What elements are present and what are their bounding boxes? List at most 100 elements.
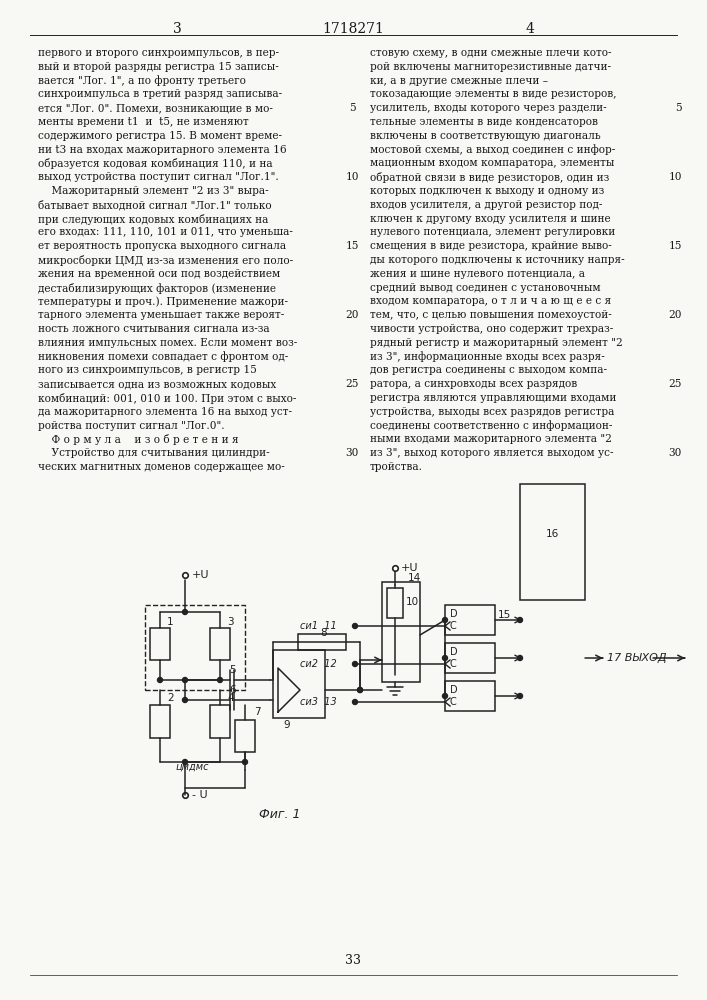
Bar (520, 484, 585, 600)
Text: ратора, а синхровходы всех разрядов: ратора, а синхровходы всех разрядов (370, 379, 577, 389)
Circle shape (182, 698, 187, 702)
Text: из 3", информационные входы всех разря-: из 3", информационные входы всех разря- (370, 352, 604, 362)
Text: 15: 15 (669, 241, 682, 251)
Text: 25: 25 (669, 379, 682, 389)
Text: да мажоритарного элемента 16 на выход уст-: да мажоритарного элемента 16 на выход ус… (38, 407, 292, 417)
Circle shape (182, 678, 187, 682)
Bar (382, 582, 420, 682)
Circle shape (243, 760, 247, 764)
Text: тем, что, с целью повышения помехоустой-: тем, что, с целью повышения помехоустой- (370, 310, 612, 320)
Text: жения и шине нулевого потенциала, а: жения и шине нулевого потенциала, а (370, 269, 585, 279)
Bar (273, 650, 325, 718)
Text: +U: +U (192, 570, 209, 580)
Text: комбинаций: 001, 010 и 100. При этом с выхо-: комбинаций: 001, 010 и 100. При этом с в… (38, 393, 296, 404)
Text: Мажоритарный элемент "2 из 3" выра-: Мажоритарный элемент "2 из 3" выра- (38, 186, 269, 196)
Circle shape (353, 624, 358, 629)
Text: 7: 7 (254, 707, 261, 717)
Text: 4: 4 (525, 22, 534, 36)
Circle shape (218, 678, 223, 682)
Text: - U: - U (192, 790, 208, 800)
Bar (387, 588, 403, 618)
Text: 30: 30 (345, 448, 358, 458)
Text: дов регистра соединены с выходом компа-: дов регистра соединены с выходом компа- (370, 365, 607, 375)
Text: 10: 10 (406, 597, 419, 607)
Circle shape (358, 688, 363, 692)
Text: входов усилителя, а другой резистор под-: входов усилителя, а другой резистор под- (370, 200, 602, 210)
Circle shape (182, 609, 187, 614)
Text: Устройство для считывания цилиндри-: Устройство для считывания цилиндри- (38, 448, 269, 458)
Text: устройства, выходы всех разрядов регистра: устройства, выходы всех разрядов регистр… (370, 407, 614, 417)
Text: обратной связи в виде резисторов, один из: обратной связи в виде резисторов, один и… (370, 172, 609, 183)
Circle shape (518, 694, 522, 698)
Text: дестабилизирующих факторов (изменение: дестабилизирующих факторов (изменение (38, 283, 276, 294)
Text: которых подключен к выходу и одному из: которых подключен к выходу и одному из (370, 186, 604, 196)
Text: ческих магнитных доменов содержащее мо-: ческих магнитных доменов содержащее мо- (38, 462, 285, 472)
Text: батывает выходной сигнал "Лог.1" только: батывает выходной сигнал "Лог.1" только (38, 200, 271, 210)
Text: ется "Лог. 0". Помехи, возникающие в мо-: ется "Лог. 0". Помехи, возникающие в мо- (38, 103, 273, 113)
Text: 30: 30 (669, 448, 682, 458)
Text: менты времени t1  и  t5, не изменяют: менты времени t1 и t5, не изменяют (38, 117, 249, 127)
Text: +U: +U (401, 563, 419, 573)
Text: 6: 6 (230, 685, 236, 695)
Circle shape (158, 678, 163, 682)
Text: нулевого потенциала, элемент регулировки: нулевого потенциала, элемент регулировки (370, 227, 615, 237)
Text: C: C (450, 697, 457, 707)
Bar (235, 720, 255, 752)
Text: стовую схему, в одни смежные плечи кото-: стовую схему, в одни смежные плечи кото- (370, 48, 612, 58)
Text: Фиг. 1: Фиг. 1 (259, 808, 300, 822)
Bar (445, 681, 495, 711)
Text: 5: 5 (230, 665, 236, 675)
Bar (445, 643, 495, 673)
Text: 16: 16 (546, 529, 559, 539)
Text: 33: 33 (345, 954, 361, 966)
Text: при следующих кодовых комбинациях на: при следующих кодовых комбинациях на (38, 214, 269, 225)
Text: 5: 5 (349, 103, 356, 113)
Bar (210, 705, 230, 738)
Text: тройства.: тройства. (370, 462, 423, 472)
Text: вается "Лог. 1", а по фронту третьего: вается "Лог. 1", а по фронту третьего (38, 76, 246, 86)
Text: входом компаратора, о т л и ч а ю щ е е с я: входом компаратора, о т л и ч а ю щ е е … (370, 296, 612, 306)
Text: тарного элемента уменьшает также вероят-: тарного элемента уменьшает также вероят- (38, 310, 284, 320)
Text: 20: 20 (345, 310, 358, 320)
Text: жения на временной оси под воздействием: жения на временной оси под воздействием (38, 269, 280, 279)
Bar (150, 705, 170, 738)
Text: ды которого подключены к источнику напря-: ды которого подключены к источнику напря… (370, 255, 624, 265)
Circle shape (182, 760, 187, 764)
Circle shape (358, 688, 363, 692)
Text: C: C (450, 621, 457, 631)
Text: содержимого регистра 15. В момент време-: содержимого регистра 15. В момент време- (38, 131, 282, 141)
Text: регистра являются управляющими входами: регистра являются управляющими входами (370, 393, 617, 403)
Text: чивости устройства, оно содержит трехраз-: чивости устройства, оно содержит трехраз… (370, 324, 613, 334)
Text: усилитель, входы которого через раздели-: усилитель, входы которого через раздели- (370, 103, 607, 113)
Bar (210, 628, 230, 660)
Text: смещения в виде резистора, крайние выво-: смещения в виде резистора, крайние выво- (370, 241, 612, 251)
Text: мостовой схемы, а выход соединен с инфор-: мостовой схемы, а выход соединен с инфор… (370, 145, 615, 155)
Bar (298, 634, 346, 650)
Text: 3: 3 (227, 617, 233, 627)
Text: 20: 20 (669, 310, 682, 320)
Circle shape (353, 662, 358, 666)
Text: си3  13: си3 13 (300, 697, 337, 707)
Text: вый и второй разряды регистра 15 записы-: вый и второй разряды регистра 15 записы- (38, 62, 279, 72)
Text: 5: 5 (675, 103, 682, 113)
Text: средний вывод соединен с установочным: средний вывод соединен с установочным (370, 283, 601, 293)
Text: D: D (450, 609, 457, 619)
Text: 3: 3 (173, 22, 182, 36)
Text: C: C (450, 659, 457, 669)
Text: цмдмс: цмдмс (175, 762, 209, 772)
Text: ными входами мажоритарного элемента "2: ными входами мажоритарного элемента "2 (370, 434, 612, 444)
Text: 1: 1 (167, 617, 174, 627)
Text: си2  12: си2 12 (300, 659, 337, 669)
Text: образуется кодовая комбинация 110, и на: образуется кодовая комбинация 110, и на (38, 158, 273, 169)
Text: 4: 4 (227, 693, 233, 703)
Text: первого и второго синхроимпульсов, в пер-: первого и второго синхроимпульсов, в пер… (38, 48, 279, 58)
Text: влияния импульсных помех. Если момент воз-: влияния импульсных помех. Если момент во… (38, 338, 297, 348)
Text: D: D (450, 647, 457, 657)
Circle shape (518, 656, 522, 660)
Text: ключен к другому входу усилителя и шине: ключен к другому входу усилителя и шине (370, 214, 611, 224)
Text: рой включены магниторезистивные датчи-: рой включены магниторезистивные датчи- (370, 62, 611, 72)
Bar (145, 605, 245, 690)
Bar (150, 628, 170, 660)
Text: микросборки ЦМД из-за изменения его поло-: микросборки ЦМД из-за изменения его поло… (38, 255, 293, 266)
Circle shape (443, 617, 448, 622)
